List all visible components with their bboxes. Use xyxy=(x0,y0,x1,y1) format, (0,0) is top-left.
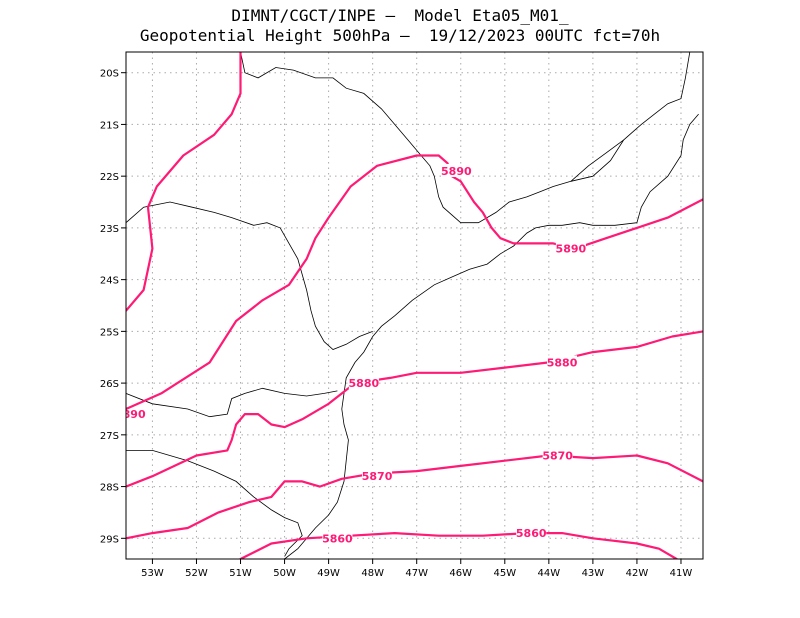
contour-label-bg xyxy=(441,163,472,177)
contour-label-5880: 5880 xyxy=(547,356,578,369)
contour-label-bg xyxy=(348,376,379,390)
x-tick-label: 49W xyxy=(317,568,340,579)
state-boundary-line xyxy=(126,450,303,557)
geopotential-contours xyxy=(126,52,703,559)
contour-label-5880: 5880 xyxy=(349,377,380,390)
contour-label-bg xyxy=(555,241,586,255)
state-boundary-line xyxy=(240,52,691,224)
y-tick-label: 25S xyxy=(100,327,119,338)
contour-label-5870: 5870 xyxy=(542,450,573,463)
contour-line-5890 xyxy=(126,52,242,312)
x-tick-label: 44W xyxy=(538,568,561,579)
coastline-line xyxy=(284,113,699,559)
plot-frame xyxy=(125,51,704,560)
contour-labels: 5890 5890 5880 5880 5870 5870 5860 5860 5890 xyxy=(115,163,587,545)
y-tick-label: 27S xyxy=(100,431,119,442)
contour-line-5870 xyxy=(126,454,703,540)
x-tick-label: 46W xyxy=(449,568,472,579)
contour-label-5860: 5860 xyxy=(516,527,547,540)
axis-ticks: 53W 52W 51W 50W 49W 48W 47W 46W 45W 44W 43W 42W 41W 2… xyxy=(100,69,692,579)
x-tick-label: 47W xyxy=(405,568,428,579)
contour-label-bg xyxy=(542,448,573,462)
x-tick-label: 53W xyxy=(141,568,164,579)
x-tick-label: 42W xyxy=(626,568,649,579)
state-boundary-line xyxy=(570,139,624,182)
contour-label-bg xyxy=(362,469,393,483)
map-title-line2: Geopotential Height 500hPa – 19/12/2023 … xyxy=(139,26,661,45)
contour-label-bg xyxy=(322,531,353,545)
y-tick-label: 21S xyxy=(100,120,119,131)
contour-label-bg xyxy=(516,526,547,540)
state-boundary-line xyxy=(126,201,373,350)
x-tick-label: 48W xyxy=(361,568,384,579)
contour-line-5880 xyxy=(126,330,703,488)
contour-label-5890-edge: 5890 xyxy=(115,408,146,421)
y-tick-label: 28S xyxy=(100,483,119,494)
y-tick-label: 23S xyxy=(100,224,119,235)
contour-line-5890 xyxy=(126,154,703,411)
y-tick-label: 22S xyxy=(100,172,119,183)
x-tick-label: 52W xyxy=(185,568,208,579)
x-tick-label: 43W xyxy=(582,568,605,579)
contour-label-5860: 5860 xyxy=(322,532,353,545)
x-tick-label: 45W xyxy=(493,568,516,579)
y-tick-label: 20S xyxy=(100,69,119,80)
y-tick-label: 24S xyxy=(100,276,119,287)
x-tick-label: 50W xyxy=(273,568,296,579)
contour-line-5860 xyxy=(239,532,678,559)
contour-label-5890: 5890 xyxy=(556,243,587,256)
y-tick-label: 29S xyxy=(100,534,119,545)
state-boundaries xyxy=(126,52,691,557)
coastline xyxy=(284,113,699,559)
map-title-line1: DIMNT/CGCT/INPE – Model Eta05_M01_ xyxy=(231,6,569,25)
x-tick-label: 51W xyxy=(229,568,252,579)
contour-label-5870: 5870 xyxy=(362,470,393,483)
y-tick-label: 26S xyxy=(100,379,119,390)
graticule-grid xyxy=(126,52,703,559)
contour-label-bg xyxy=(547,355,578,369)
contour-label-5890: 5890 xyxy=(441,165,472,178)
x-tick-label: 41W xyxy=(670,568,693,579)
state-boundary-line xyxy=(126,387,338,418)
